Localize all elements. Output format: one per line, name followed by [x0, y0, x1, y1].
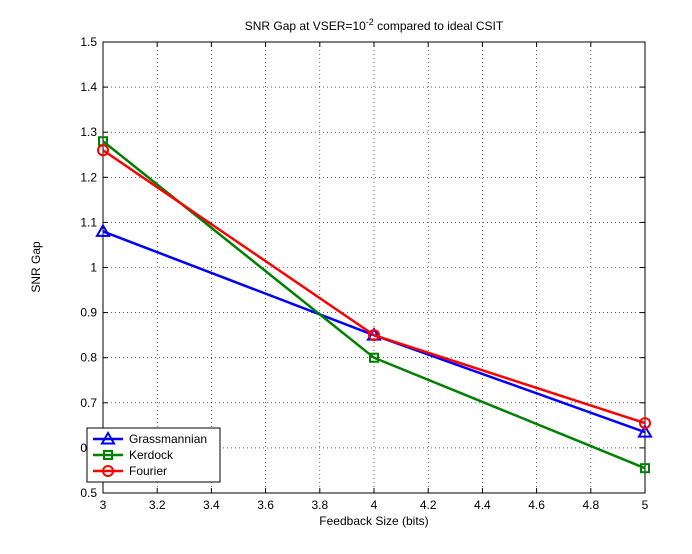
x-tick-label: 4 [371, 498, 378, 512]
legend-label: Kerdock [129, 448, 174, 462]
x-tick-label: 5 [642, 498, 649, 512]
legend-label: Fourier [129, 464, 167, 478]
marker [637, 424, 653, 438]
y-tick-label: 0.5 [80, 486, 97, 500]
y-tick-label: 1.2 [80, 170, 97, 184]
marker [368, 329, 380, 342]
x-tick-label: 3 [100, 498, 107, 512]
x-tick-label: 4.4 [474, 498, 491, 512]
y-tick-label: 0.7 [80, 396, 97, 410]
x-tick-label: 3.8 [311, 498, 328, 512]
y-tick-label: 0.9 [80, 306, 97, 320]
x-tick-label: 4.2 [420, 498, 437, 512]
y-tick-label: 1.4 [80, 80, 97, 94]
x-tick-label: 4.8 [582, 498, 599, 512]
marker [369, 352, 379, 363]
x-tick-label: 4.6 [528, 498, 545, 512]
plot-frame [102, 41, 646, 494]
y-tick-label: 1.3 [80, 125, 97, 139]
title-superscript: -2 [366, 17, 374, 27]
x-tick-label: 3.6 [257, 498, 274, 512]
chart-title: SNR Gap at VSER=10-2 compared to ideal C… [245, 17, 504, 33]
legend-marker [100, 430, 116, 445]
x-tick-label: 3.2 [149, 498, 166, 512]
y-tick-label: 0.8 [80, 351, 97, 365]
marker [97, 144, 109, 157]
y-tick-label: 1.5 [80, 35, 97, 49]
legend-label: Grassmannian [129, 432, 207, 446]
x-tick-label: 3.4 [203, 498, 220, 512]
y-tick-label: 1.1 [80, 215, 97, 229]
marker [95, 223, 111, 237]
title-main: SNR Gap at VSER=10 [245, 19, 366, 33]
x-axis-label: Feedback Size (bits) [319, 514, 428, 528]
marker [639, 417, 651, 430]
data-line [102, 149, 646, 425]
title-suffix: compared to ideal CSIT [374, 19, 504, 33]
legend-marker [102, 465, 114, 477]
legend-marker [103, 450, 113, 460]
marker [640, 463, 650, 474]
y-axis-label: SNR Gap [29, 241, 43, 293]
y-tick-label: 1 [90, 261, 97, 275]
